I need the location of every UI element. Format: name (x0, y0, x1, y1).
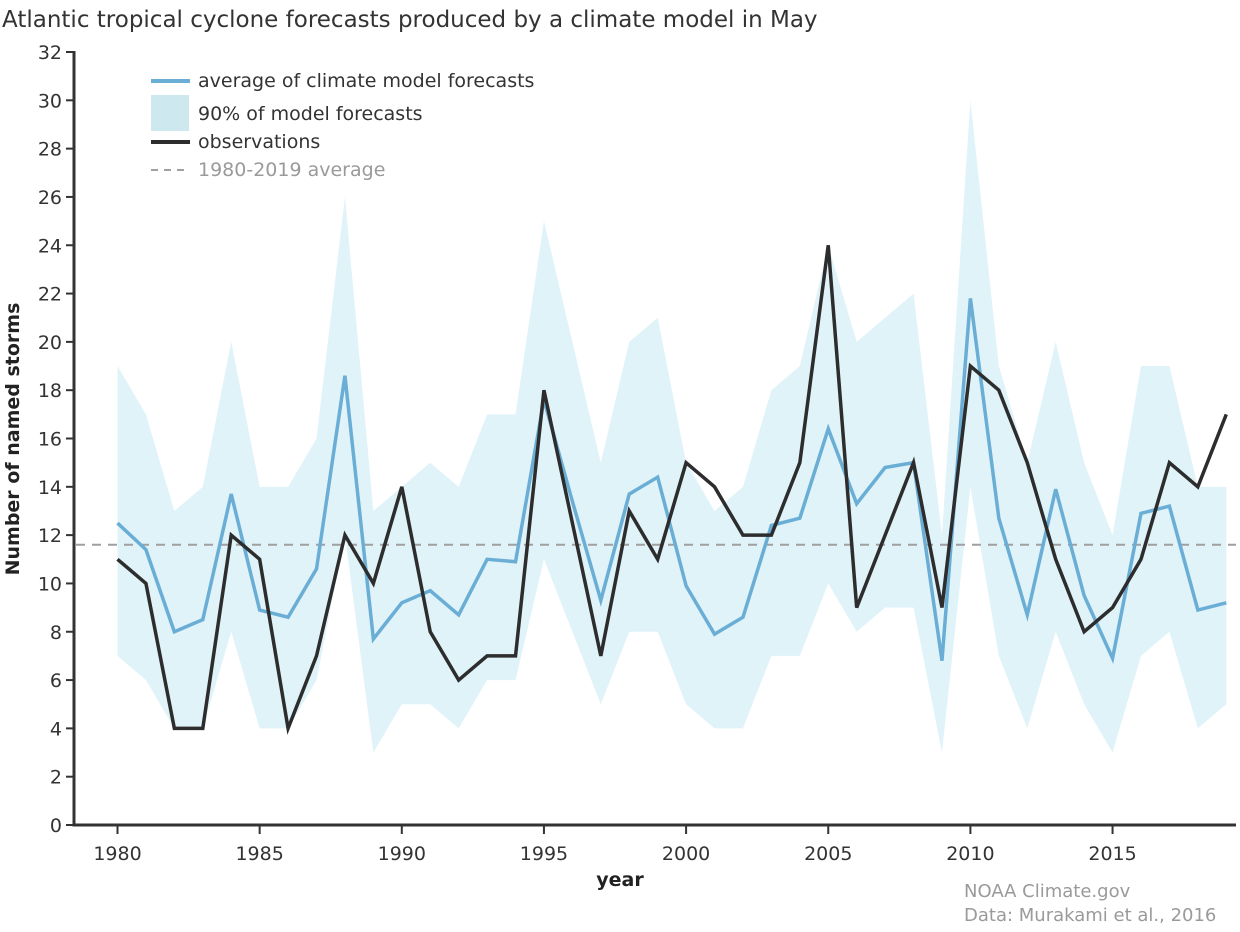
x-tick-label: 2005 (804, 843, 852, 865)
legend-label: 90% of model forecasts (198, 103, 423, 125)
x-tick-label: 2000 (662, 843, 710, 865)
y-axis-label: Number of named storms (2, 303, 24, 576)
y-tick-label: 2 (50, 767, 62, 789)
legend-item: observations (151, 131, 320, 153)
x-tick-label: 1980 (93, 843, 141, 865)
x-tick-label: 2015 (1088, 843, 1136, 865)
x-ticks: 1980 1985 1990 1995 2000 2005 2010 2015 (93, 825, 1137, 865)
y-tick-label: 30 (38, 90, 62, 112)
y-tick-label: 6 (50, 670, 62, 692)
legend-label: 1980-2019 average (198, 159, 385, 181)
y-tick-label: 0 (50, 815, 62, 837)
y-tick-label: 32 (38, 42, 62, 64)
legend-label: average of climate model forecasts (198, 70, 534, 92)
y-tick-label: 8 (50, 622, 62, 644)
y-tick-label: 26 (38, 187, 62, 209)
model-average-line (116, 298, 1227, 665)
observations-line (116, 245, 1228, 735)
y-tick-label: 14 (38, 477, 62, 499)
y-tick-label: 18 (38, 380, 62, 402)
y-tick-label: 20 (38, 332, 62, 354)
legend-item: 90% of model forecasts (151, 95, 423, 131)
series-layer (116, 245, 1228, 735)
legend-item: average of climate model forecasts (151, 70, 534, 92)
x-tick-label: 1990 (378, 843, 426, 865)
chart-title: Atlantic tropical cyclone forecasts prod… (2, 7, 818, 33)
x-tick-label: 2010 (946, 843, 994, 865)
x-axis-label: year (596, 869, 644, 891)
credit-source: NOAA Climate.gov (964, 881, 1131, 902)
legend-swatch-box (151, 95, 189, 131)
forecast-band-layer (117, 100, 1227, 753)
y-tick-label: 16 (38, 429, 62, 451)
y-tick-label: 4 (50, 718, 62, 740)
legend-label: observations (198, 131, 320, 153)
forecast-90pct-band (117, 100, 1227, 753)
credit-data: Data: Murakami et al., 2016 (964, 905, 1216, 926)
y-tick-label: 10 (38, 573, 62, 595)
x-tick-label: 1995 (520, 843, 568, 865)
y-tick-label: 24 (38, 235, 62, 257)
legend: average of climate model forecasts 90% of… (151, 70, 534, 181)
y-tick-label: 22 (38, 284, 62, 306)
x-tick-label: 1985 (235, 843, 283, 865)
y-tick-label: 28 (38, 139, 62, 161)
y-tick-label: 12 (38, 525, 62, 547)
legend-item: 1980-2019 average (151, 159, 385, 181)
